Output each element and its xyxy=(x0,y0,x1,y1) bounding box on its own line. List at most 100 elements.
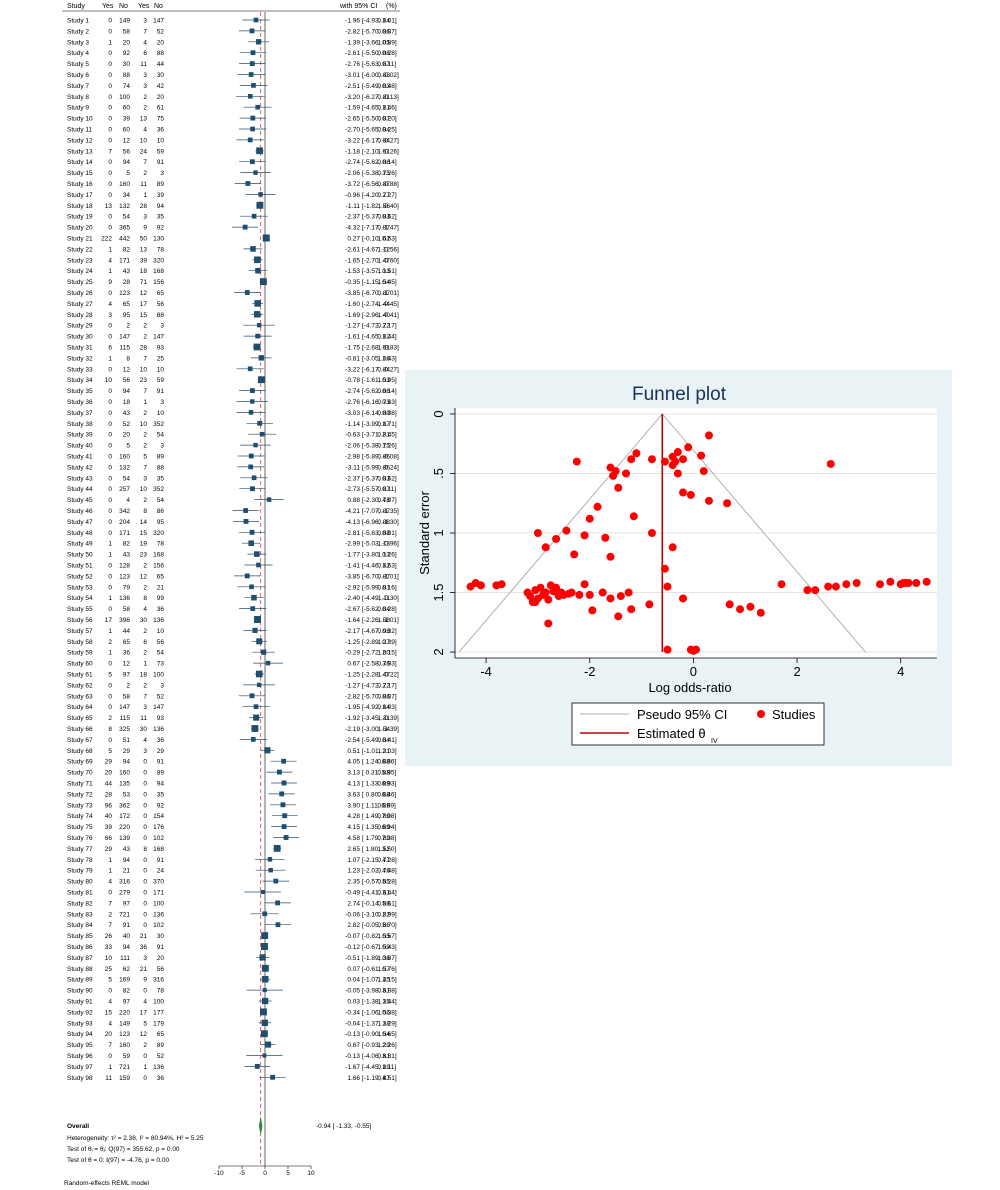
treat-yes: 5 xyxy=(108,672,112,679)
weight-value: 0.80 xyxy=(377,410,390,417)
treat-no: 82 xyxy=(123,541,131,548)
treat-no: 123 xyxy=(119,1031,130,1038)
effect-marker xyxy=(280,802,286,808)
ctrl-no: 91 xyxy=(157,388,165,395)
effect-value: -1.14 xyxy=(345,421,360,428)
study-point xyxy=(627,455,636,464)
ctrl-yes: 1 xyxy=(143,192,147,199)
study-label: Study 97 xyxy=(67,1064,93,1071)
treat-yes: 9 xyxy=(108,279,112,286)
forest-row: Study 47 0 204 14 95 -4.13 0.88[-6.96, -1.30] xyxy=(67,519,399,526)
forest-row: Study 64 0 147 3 147 -1.95 0.84[-4.92, 1.03] xyxy=(67,704,397,711)
legend-ci-label: Pseudo 95% CI xyxy=(637,707,727,722)
weight-value: 0.89 xyxy=(377,824,390,831)
forest-row: Study 22 1 82 13 78 -2.61 1.12[-4.67, -0.56] xyxy=(67,246,399,253)
treat-yes: 0 xyxy=(108,682,112,689)
ctrl-no: 136 xyxy=(153,1064,164,1071)
ctrl-no: 54 xyxy=(157,497,165,504)
ctrl-yes: 0 xyxy=(143,911,147,918)
study-label: Study 37 xyxy=(67,410,93,417)
ctrl-yes: 30 xyxy=(140,617,148,624)
ci-value: [-7.17, -1.47] xyxy=(362,225,399,232)
treat-yes: 7 xyxy=(108,148,112,155)
treat-no: 159 xyxy=(119,1075,130,1082)
treat-no: 20 xyxy=(123,432,131,439)
ci-value: [-3.99, 1.71] xyxy=(362,421,397,428)
effect-value: -3.01 xyxy=(345,72,360,79)
ctrl-no: 352 xyxy=(153,486,164,493)
ci-value: [-2.02, 4.48] xyxy=(362,868,397,875)
effect-value: -0.35 xyxy=(345,279,360,286)
ci-value: [-6.00, -0.02] xyxy=(362,72,399,79)
ctrl-yes: 9 xyxy=(143,977,147,984)
ctrl-no: 25 xyxy=(157,355,165,362)
effect-value: -3.20 xyxy=(345,94,360,101)
study-point xyxy=(684,443,693,452)
ctrl-no: 179 xyxy=(153,1020,164,1027)
forest-row: Study 25 9 28 71 156 -0.35 1.54[-1.15, 0.45] xyxy=(67,278,397,286)
study-point xyxy=(679,455,688,464)
weight-value: 0.76 xyxy=(377,661,390,668)
forest-row: Study 90 0 82 0 78 -0.05 0.61[-3.98, 3.88] xyxy=(67,988,397,995)
effect-value: 2.65 xyxy=(347,846,360,853)
effect-value: 0.07 xyxy=(347,966,360,973)
header-yes-1: Yes xyxy=(102,3,114,10)
effect-value: -2.99 xyxy=(345,541,360,548)
effect-value: 4.15 xyxy=(347,824,360,831)
weight-value: 1.11 xyxy=(378,595,391,602)
effect-marker xyxy=(242,224,248,230)
effect-marker xyxy=(254,256,261,264)
ctrl-no: 30 xyxy=(157,933,165,940)
weight-value: 0.81 xyxy=(377,432,390,439)
study-label: Study 41 xyxy=(67,454,93,461)
treat-yes: 5 xyxy=(108,977,112,984)
effect-marker xyxy=(243,508,249,513)
weight-value: 1.54 xyxy=(377,1031,390,1038)
effect-marker xyxy=(243,518,249,524)
ctrl-yes: 2 xyxy=(143,170,147,177)
effect-value: 4.28 xyxy=(347,813,360,820)
effect-marker xyxy=(247,137,253,143)
ci-value: [-5.37, 0.62] xyxy=(362,475,397,482)
study-point xyxy=(580,580,589,589)
ctrl-no: 88 xyxy=(157,312,165,319)
effect-value: 3.90 xyxy=(347,802,360,809)
study-label: Study 33 xyxy=(67,366,93,373)
treat-yes: 0 xyxy=(108,334,112,341)
weight-value: 0.61 xyxy=(377,988,390,995)
study-label: Study 26 xyxy=(67,290,93,297)
forest-row: Study 59 1 36 2 54 -0.29 1.00[-2.72, 2.15] xyxy=(67,649,397,657)
treat-no: 279 xyxy=(119,890,130,897)
treat-no: 54 xyxy=(123,475,131,482)
effect-value: -1.61 xyxy=(345,334,360,341)
weight-value: 1.12 xyxy=(377,246,390,253)
forest-row: Study 29 0 2 2 3 -1.27 0.72[-4.72, 2.17] xyxy=(67,323,397,330)
ctrl-no: 130 xyxy=(153,236,164,243)
forest-row: Study 54 1 136 8 99 -2.40 1.11[-4.49, -0.30] xyxy=(67,594,399,602)
ctrl-no: 21 xyxy=(157,584,165,591)
treat-no: 21 xyxy=(123,868,131,875)
x-axis-label: Log odds-ratio xyxy=(648,680,731,695)
weight-value: 1.45 xyxy=(377,977,390,984)
ctrl-no: 91 xyxy=(157,944,165,951)
ctrl-no: 316 xyxy=(153,977,164,984)
ctrl-no: 35 xyxy=(157,475,165,482)
study-label: Study 42 xyxy=(67,464,93,471)
ctrl-no: 93 xyxy=(157,345,165,352)
weight-value: 0.86 xyxy=(377,28,390,35)
study-point xyxy=(663,645,672,654)
header-yes-2: Yes xyxy=(138,3,150,10)
ci-value: [-2.10, -0.26] xyxy=(362,148,399,155)
study-point xyxy=(552,583,561,592)
treat-yes: 0 xyxy=(108,159,112,166)
legend-studies-swatch xyxy=(757,710,765,718)
effect-marker xyxy=(265,1041,272,1048)
effect-marker xyxy=(273,845,281,852)
ci-value: [-6.56, -0.88] xyxy=(362,181,399,188)
effect-marker xyxy=(254,311,261,318)
weight-value: 0.75 xyxy=(377,170,390,177)
ctrl-no: 78 xyxy=(157,246,165,253)
ctrl-yes: 36 xyxy=(140,944,148,951)
study-point xyxy=(668,461,677,470)
study-label: Study 90 xyxy=(67,988,93,995)
